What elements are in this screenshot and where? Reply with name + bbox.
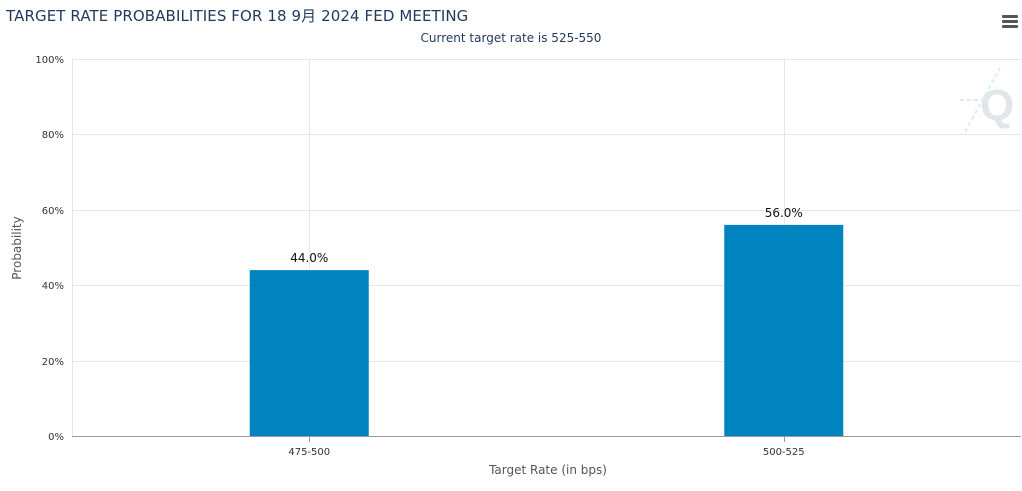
y-tick-label: 80% [42,130,64,141]
data-label: 56.0% [765,206,803,220]
svg-text:Q: Q [980,81,1014,130]
y-tick-label: 0% [48,432,64,443]
x-tick-label: 475-500 [288,447,330,458]
x-tick-label: 500-525 [763,447,805,458]
q-logo-icon: Q [960,67,1014,133]
y-tick-label: 20% [42,357,64,368]
bar-475-500 [249,270,369,436]
bar-500-525 [724,224,844,436]
chart-title: TARGET RATE PROBABILITIES FOR 18 9月 2024… [6,7,469,25]
y-tick-label: 100% [35,55,64,66]
x-axis-title: Target Rate (in bps) [488,463,607,477]
data-label: 44.0% [290,251,328,265]
y-tick-label: 60% [42,206,64,217]
chart-subtitle: Current target rate is 525-550 [420,31,602,45]
hamburger-menu-icon[interactable] [1002,15,1020,31]
y-tick-label: 40% [42,281,64,292]
y-axis-title: Probability [10,216,24,279]
